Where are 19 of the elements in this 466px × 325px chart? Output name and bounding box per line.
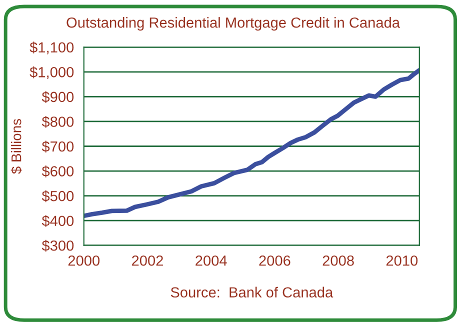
x-tick-label: 2008 xyxy=(322,255,354,266)
y-tick-label: $500 xyxy=(42,190,74,202)
y-tick-label: $300 xyxy=(42,240,74,252)
y-tick-label: $800 xyxy=(42,116,74,128)
x-tick-label: 2006 xyxy=(259,255,290,266)
y-tick-label: $700 xyxy=(42,140,74,153)
y-tick-label: $1,100 xyxy=(30,42,74,54)
y-tick-label: $1,000 xyxy=(30,66,74,80)
x-tick-label: 2002 xyxy=(132,255,163,266)
y-tick-label: $600 xyxy=(42,166,74,178)
y-axis-title: $ Billions xyxy=(10,118,22,174)
y-tick-label: $900 xyxy=(42,91,74,103)
x-tick-label: 2000 xyxy=(68,255,100,266)
chart-title: Outstanding Residential Mortgage Credit in Canada xyxy=(66,17,400,31)
x-tick-label: 2010 xyxy=(386,255,418,266)
x-tick-label: 2004 xyxy=(196,255,227,266)
line-series xyxy=(84,68,420,218)
y-tick-label: $400 xyxy=(42,215,74,227)
source-note: Source: Bank of Canada xyxy=(170,286,334,298)
